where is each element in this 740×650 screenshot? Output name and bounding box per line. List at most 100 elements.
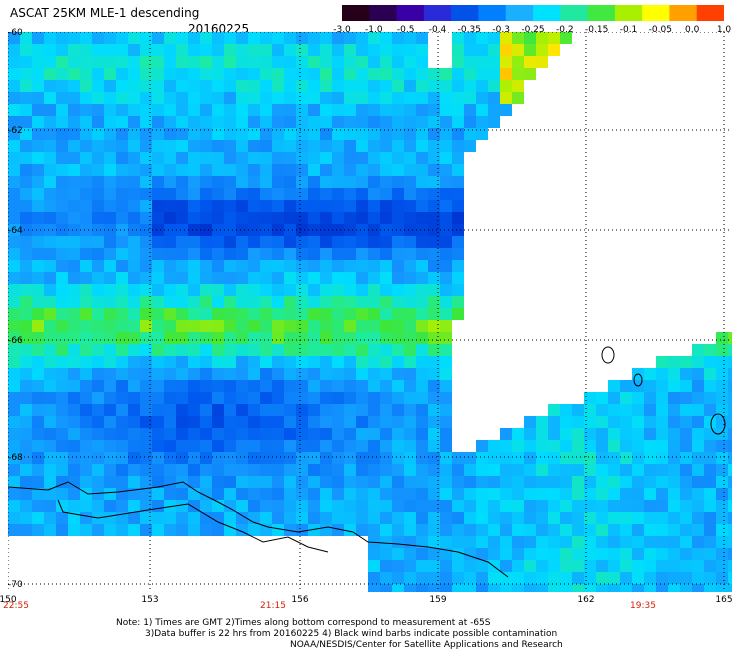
wind-cell (344, 80, 356, 92)
wind-cell (188, 356, 200, 368)
colorbar-labels: -3.0 -1.0 -0.5 -0.4 -0.35 -0.3 -0.25 -0.2 -0.15-… (330, 25, 731, 37)
wind-cell (368, 368, 380, 380)
wind-cell (440, 248, 452, 260)
wind-cell (356, 488, 368, 500)
colorbar-segment (423, 5, 452, 21)
wind-cell (152, 128, 164, 140)
wind-cell (224, 188, 236, 200)
wind-cell (236, 476, 248, 488)
wind-cell (572, 428, 584, 440)
wind-cell (236, 344, 248, 356)
wind-cell (236, 128, 248, 140)
wind-cell (32, 404, 44, 416)
wind-cell (452, 308, 464, 320)
wind-cell (692, 512, 704, 524)
wind-cell (584, 584, 596, 592)
wind-cell (440, 224, 452, 236)
wind-cell (656, 560, 668, 572)
wind-cell (392, 380, 404, 392)
wind-cell (212, 236, 224, 248)
wind-cell (368, 92, 380, 104)
wind-cell (440, 320, 452, 332)
wind-cell (560, 32, 572, 44)
wind-cell (596, 416, 608, 428)
wind-cell (140, 152, 152, 164)
chart-title: ASCAT 25KM MLE-1 descending (10, 6, 200, 20)
wind-cell (428, 236, 440, 248)
wind-cell (512, 476, 524, 488)
wind-cell (80, 380, 92, 392)
wind-cell (68, 200, 80, 212)
wind-cell (308, 440, 320, 452)
wind-cell (692, 392, 704, 404)
wind-cell (380, 356, 392, 368)
wind-cell (488, 464, 500, 476)
wind-cell (80, 344, 92, 356)
wind-cell (440, 344, 452, 356)
wind-cell (68, 404, 80, 416)
wind-cell (188, 104, 200, 116)
longitude-label: 156 (291, 595, 309, 605)
wind-cell (44, 404, 56, 416)
wind-cell (68, 320, 80, 332)
wind-cell (272, 308, 284, 320)
wind-cell (248, 140, 260, 152)
wind-cell (512, 80, 524, 92)
wind-cell (44, 32, 56, 44)
wind-cell (236, 416, 248, 428)
wind-cell (380, 572, 392, 584)
wind-cell (176, 464, 188, 476)
wind-cell (344, 380, 356, 392)
wind-cell (356, 392, 368, 404)
colorbar-segment (533, 5, 561, 21)
wind-cell (140, 308, 152, 320)
wind-cell (8, 80, 20, 92)
wind-cell (608, 536, 620, 548)
wind-cell (8, 44, 20, 56)
wind-cell (272, 128, 284, 140)
wind-cell (104, 380, 116, 392)
wind-cell (320, 356, 332, 368)
wind-cell (32, 212, 44, 224)
wind-cell (200, 344, 212, 356)
wind-cell (644, 392, 656, 404)
wind-cell (260, 116, 272, 128)
wind-cell (116, 524, 128, 536)
wind-cell (704, 404, 716, 416)
wind-cell (212, 176, 224, 188)
wind-cell (128, 284, 140, 296)
wind-cell (164, 464, 176, 476)
wind-cell (620, 404, 632, 416)
wind-cell (380, 128, 392, 140)
wind-cell (344, 224, 356, 236)
wind-cell (20, 500, 32, 512)
wind-cell (200, 404, 212, 416)
wind-cell (464, 584, 476, 592)
wind-cell (128, 104, 140, 116)
wind-cell (164, 128, 176, 140)
wind-cell (392, 260, 404, 272)
wind-cell (404, 176, 416, 188)
wind-cell (164, 524, 176, 536)
wind-cell (440, 152, 452, 164)
wind-cell (428, 452, 440, 464)
wind-cell (272, 440, 284, 452)
wind-cell (284, 284, 296, 296)
wind-cell (260, 368, 272, 380)
wind-cell (632, 488, 644, 500)
wind-cell (284, 392, 296, 404)
wind-cell (176, 380, 188, 392)
wind-cell (404, 572, 416, 584)
wind-cell (692, 488, 704, 500)
wind-cell (344, 392, 356, 404)
wind-cell (344, 128, 356, 140)
wind-cell (176, 104, 188, 116)
wind-cell (452, 260, 464, 272)
wind-cell (140, 68, 152, 80)
wind-cell (116, 104, 128, 116)
wind-cell (188, 212, 200, 224)
wind-cell (224, 68, 236, 80)
wind-cell (260, 80, 272, 92)
wind-cell (320, 80, 332, 92)
wind-cell (128, 128, 140, 140)
